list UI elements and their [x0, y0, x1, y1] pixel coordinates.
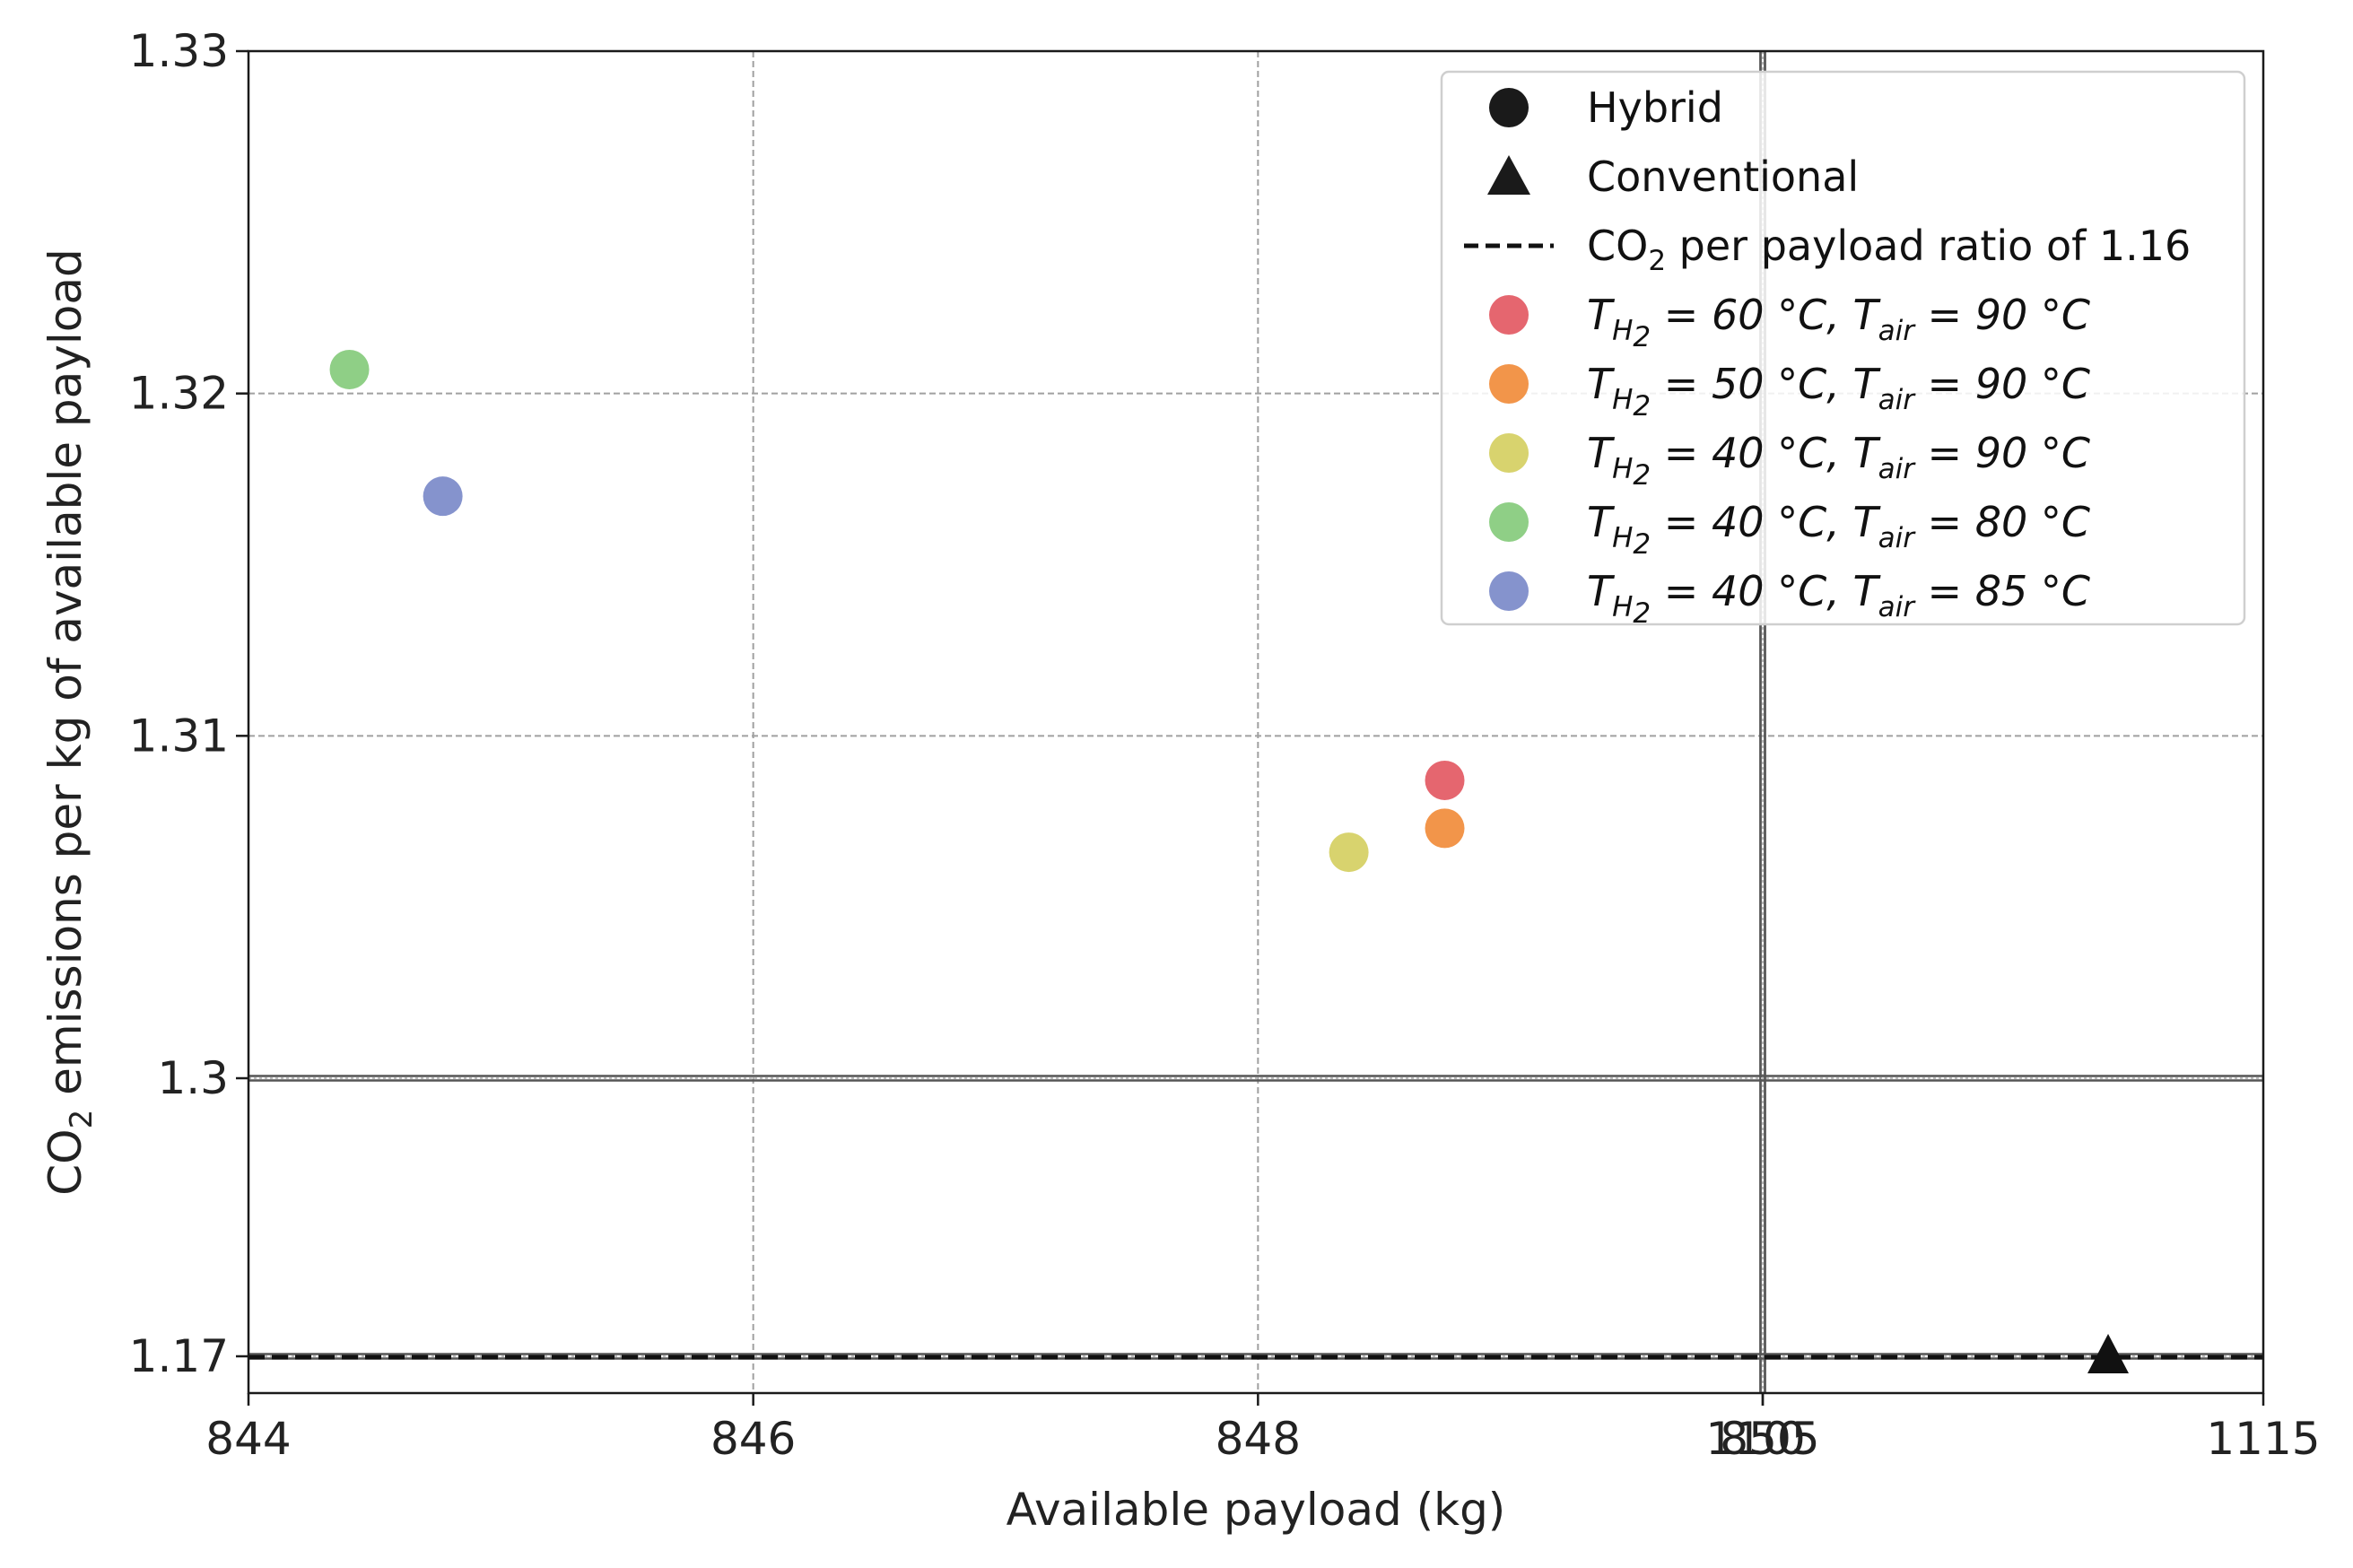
hybrid-point-1: [1425, 760, 1465, 800]
y-tick-label: 1.32: [129, 368, 229, 420]
y-axis-ticks: 1.17 1.3 1.31 1.32 1.33: [129, 25, 248, 1382]
legend-series-label-5: TH2 = 40 °C, Tair = 85 °C: [1587, 567, 2090, 630]
legend-series-label-1: TH2 = 60 °C, Tair = 90 °C: [1587, 291, 2090, 353]
x-tick-label: 1115: [2206, 1413, 2320, 1465]
legend-series-label-3: TH2 = 40 °C, Tair = 90 °C: [1587, 429, 2090, 492]
legend-series-marker-3: [1489, 433, 1529, 473]
hybrid-point-5: [423, 476, 463, 517]
legend-conventional-marker: [1487, 155, 1530, 195]
y-tick-label: 1.31: [129, 710, 229, 762]
x-tick-label: 846: [710, 1413, 796, 1465]
legend-series-label-2: TH2 = 50 °C, Tair = 90 °C: [1587, 360, 2090, 422]
x-tick-label: 1105: [1705, 1413, 1819, 1465]
data-marks: [329, 349, 2130, 1373]
legend-series-marker-2: [1489, 364, 1529, 404]
legend-box: [1440, 70, 2246, 626]
hybrid-point-3: [1329, 832, 1369, 873]
x-tick-label: 850: [1720, 1413, 1805, 1465]
conventional-point: [2087, 1334, 2130, 1373]
plot-frame: [247, 49, 2265, 1395]
x-tick-label: 848: [1216, 1413, 1301, 1465]
x-tick-label: 844: [205, 1413, 291, 1465]
hybrid-point-2: [1425, 808, 1465, 849]
legend-hybrid-marker: [1489, 88, 1529, 127]
legend-series-marker-5: [1489, 571, 1529, 611]
legend-series-marker-1: [1489, 295, 1529, 335]
y-axis-label: CO2 emissions per kg of available payloa…: [39, 248, 100, 1195]
y-tick-label: 1.17: [129, 1330, 229, 1382]
y-tick-label: 1.33: [129, 25, 229, 77]
legend-series-label-4: TH2 = 40 °C, Tair = 80 °C: [1587, 498, 2090, 561]
legend-series-marker-4: [1489, 502, 1529, 542]
legend-conventional-label: Conventional: [1587, 152, 1859, 201]
hybrid-point-4: [329, 349, 370, 389]
legend-hybrid-label: Hybrid: [1587, 83, 1723, 132]
legend: Hybrid Conventional CO2 per payload ratio …: [1440, 70, 2246, 630]
x-axis-label: Available payload (kg): [1007, 1484, 1506, 1536]
y-tick-label: 1.3: [157, 1052, 229, 1104]
legend-ratio-line-label: CO2 per payload ratio of 1.16: [1587, 222, 2191, 277]
